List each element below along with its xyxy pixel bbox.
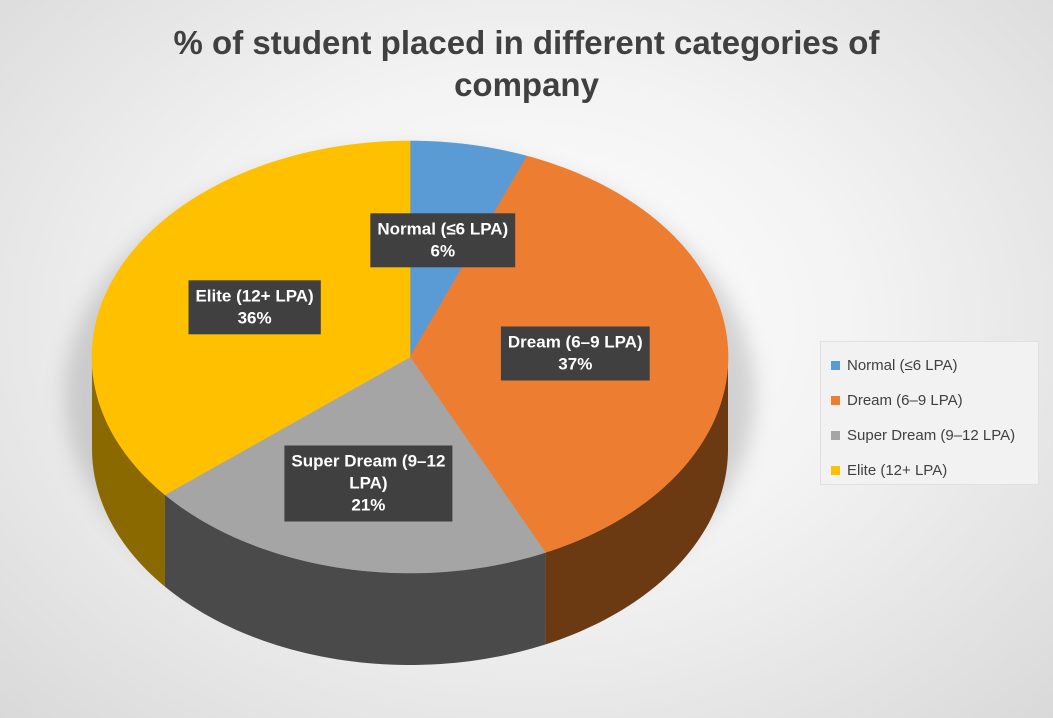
data-label-value: 6% <box>431 241 456 260</box>
data-label-elite-12-lpa: Elite (12+ LPA) 36% <box>188 280 321 335</box>
data-label-value: 21% <box>351 496 385 515</box>
data-labels: Normal (≤6 LPA) 6% Dream (6–9 LPA) 37% Super… <box>188 213 650 522</box>
legend-swatch <box>831 466 840 475</box>
data-label-box <box>370 213 516 268</box>
data-label-box <box>500 326 650 381</box>
data-label-category: LPA) <box>349 474 387 493</box>
data-label-category: Super Dream (9–12 <box>291 452 445 471</box>
data-label-value: 37% <box>558 355 592 374</box>
data-label-category: Elite (12+ LPA) <box>195 286 313 305</box>
legend-swatch <box>831 396 840 405</box>
legend-item-normal-6-lpa: Normal (≤6 LPA) <box>831 348 1038 383</box>
data-label-box <box>188 280 321 335</box>
data-label-dream-6-9-lpa: Dream (6–9 LPA) 37% <box>500 326 650 381</box>
pie-side-dream-6-9-lpa <box>545 357 728 645</box>
legend-swatch <box>831 431 840 440</box>
legend-swatch <box>831 361 840 370</box>
legend-item-super-dream-9-12-lpa: Super Dream (9–12 LPA) <box>831 418 1038 453</box>
data-label-category: Normal (≤6 LPA) <box>377 219 508 238</box>
data-label-value: 36% <box>238 308 272 327</box>
legend-item-elite-12-lpa: Elite (12+ LPA) <box>831 453 1038 488</box>
legend: Normal (≤6 LPA) Dream (6–9 LPA) Super Drea… <box>820 341 1039 485</box>
data-label-box <box>284 445 453 522</box>
legend-label: Super Dream (9–12 LPA) <box>847 427 1016 444</box>
data-label-normal-6-lpa: Normal (≤6 LPA) 6% <box>370 213 516 268</box>
pie-side-elite-12-lpa <box>92 357 165 587</box>
pie-sides <box>92 357 728 665</box>
data-label-category: Dream (6–9 LPA) <box>508 333 643 352</box>
legend-item-dream-6-9-lpa: Dream (6–9 LPA) <box>831 383 1038 418</box>
legend-label: Elite (12+ LPA) <box>847 462 948 479</box>
chart-title: % of student placed in different categor… <box>173 24 880 103</box>
legend-label: Dream (6–9 LPA) <box>847 392 963 409</box>
pie-side-super-dream-9-12-lpa <box>164 494 546 665</box>
legend-label: Normal (≤6 LPA) <box>847 357 958 374</box>
data-label-super-dream-9-12-lpa: Super Dream (9–12 LPA) 21% <box>284 445 453 522</box>
